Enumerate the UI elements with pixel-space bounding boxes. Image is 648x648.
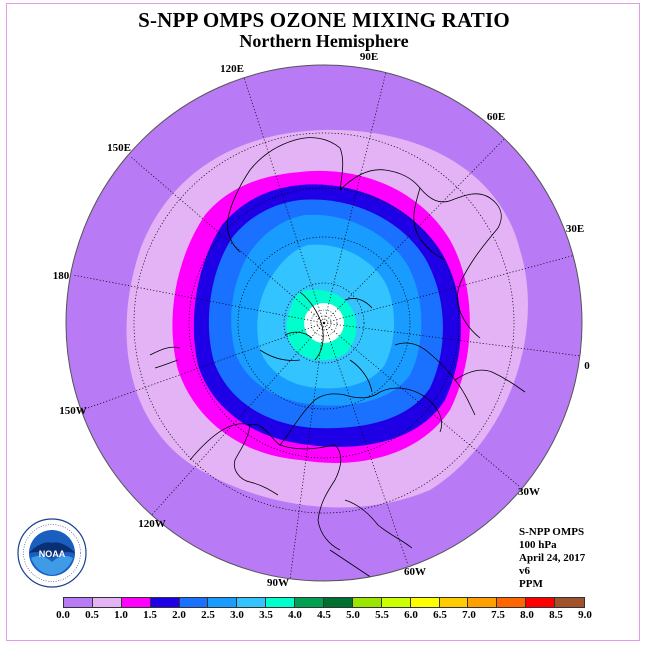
colorbar-segment (468, 598, 498, 607)
colorbar-segment (150, 598, 180, 607)
lon-label-90w: 90W (267, 577, 289, 589)
noaa-logo: NOAA (17, 518, 87, 588)
colorbar-tick-label: 6.0 (404, 609, 418, 621)
colorbar-segment (179, 598, 209, 607)
graticule (72, 67, 582, 581)
info-units: PPM (519, 578, 543, 590)
info-version: v6 (519, 565, 530, 577)
colorbar-tick-label: 1.5 (143, 609, 157, 621)
colorbar-segment (439, 598, 469, 607)
colorbar-segment (64, 598, 93, 607)
lon-label-150w: 150W (59, 405, 87, 417)
figure-frame (6, 3, 640, 641)
colorbar-tick-label: 2.5 (201, 609, 215, 621)
colorbar-tick-label: 8.0 (520, 609, 534, 621)
colorbar-tick-label: 5.5 (375, 609, 389, 621)
colorbar-tick-label: 9.0 (578, 609, 592, 621)
colorbar-segment (295, 598, 325, 607)
colorbar-tick-label: 6.5 (433, 609, 447, 621)
colorbar-segment (526, 598, 556, 607)
lon-label-30e: 30E (566, 223, 584, 235)
lon-label-30w: 30W (518, 486, 540, 498)
colorbar-segment (381, 598, 411, 607)
colorbar-segment (410, 598, 440, 607)
page-subtitle: Northern Hemisphere (239, 31, 409, 51)
colorbar-segment (324, 598, 353, 607)
lon-label-60e: 60E (487, 111, 505, 123)
colorbar-segment (497, 598, 527, 607)
colorbar-segment (121, 598, 151, 607)
colorbar-ticks: 0.0 0.5 1.0 1.5 2.0 2.5 3.0 3.5 4.0 4.5 5.0 5.5 6.0 6… (56, 609, 592, 623)
info-date: April 24, 2017 (519, 552, 586, 564)
colorbar-segment (352, 598, 382, 607)
polar-cap-graticule (310, 309, 338, 337)
lon-label-150e: 150E (107, 142, 131, 154)
colorbar-tick-label: 8.5 (549, 609, 563, 621)
lon-label-90e: 90E (360, 51, 378, 63)
page-title: S-NPP OMPS OZONE MIXING RATIO (138, 8, 510, 32)
colorbar-tick-label: 7.5 (491, 609, 505, 621)
lon-label-120w: 120W (138, 518, 166, 530)
lon-label-60w: 60W (404, 566, 426, 578)
colorbar-tick-label: 4.5 (317, 609, 331, 621)
map-boundary (65, 64, 583, 582)
colorbar-segment (555, 598, 585, 607)
colorbar-tick-label: 3.5 (259, 609, 273, 621)
colorbar-segment (266, 598, 296, 607)
colorbar-tick-label: 3.0 (230, 609, 244, 621)
colorbar-tick-label: 5.0 (346, 609, 360, 621)
lon-label-180: 180 (53, 270, 70, 282)
info-level: 100 hPa (519, 539, 557, 551)
coastlines (149, 137, 526, 581)
colorbar-segment (208, 598, 238, 607)
colorbar-tick-label: 0.5 (85, 609, 99, 621)
colorbar (63, 597, 585, 608)
product-info: S-NPP OMPS 100 hPa April 24, 2017 v6 PPM (519, 526, 585, 591)
info-instrument: S-NPP OMPS (519, 526, 585, 538)
noaa-logo-text: NOAA (39, 549, 66, 559)
colorbar-tick-label: 0.0 (56, 609, 70, 621)
colorbar-tick-label: 2.0 (172, 609, 186, 621)
lon-label-0: 0 (584, 360, 590, 372)
colorbar-tick-label: 4.0 (288, 609, 302, 621)
lon-label-120e: 120E (220, 63, 244, 75)
colorbar-segment (92, 598, 122, 607)
colorbar-tick-label: 7.0 (462, 609, 476, 621)
colorbar-segment (237, 598, 267, 607)
colorbar-tick-label: 1.0 (114, 609, 128, 621)
